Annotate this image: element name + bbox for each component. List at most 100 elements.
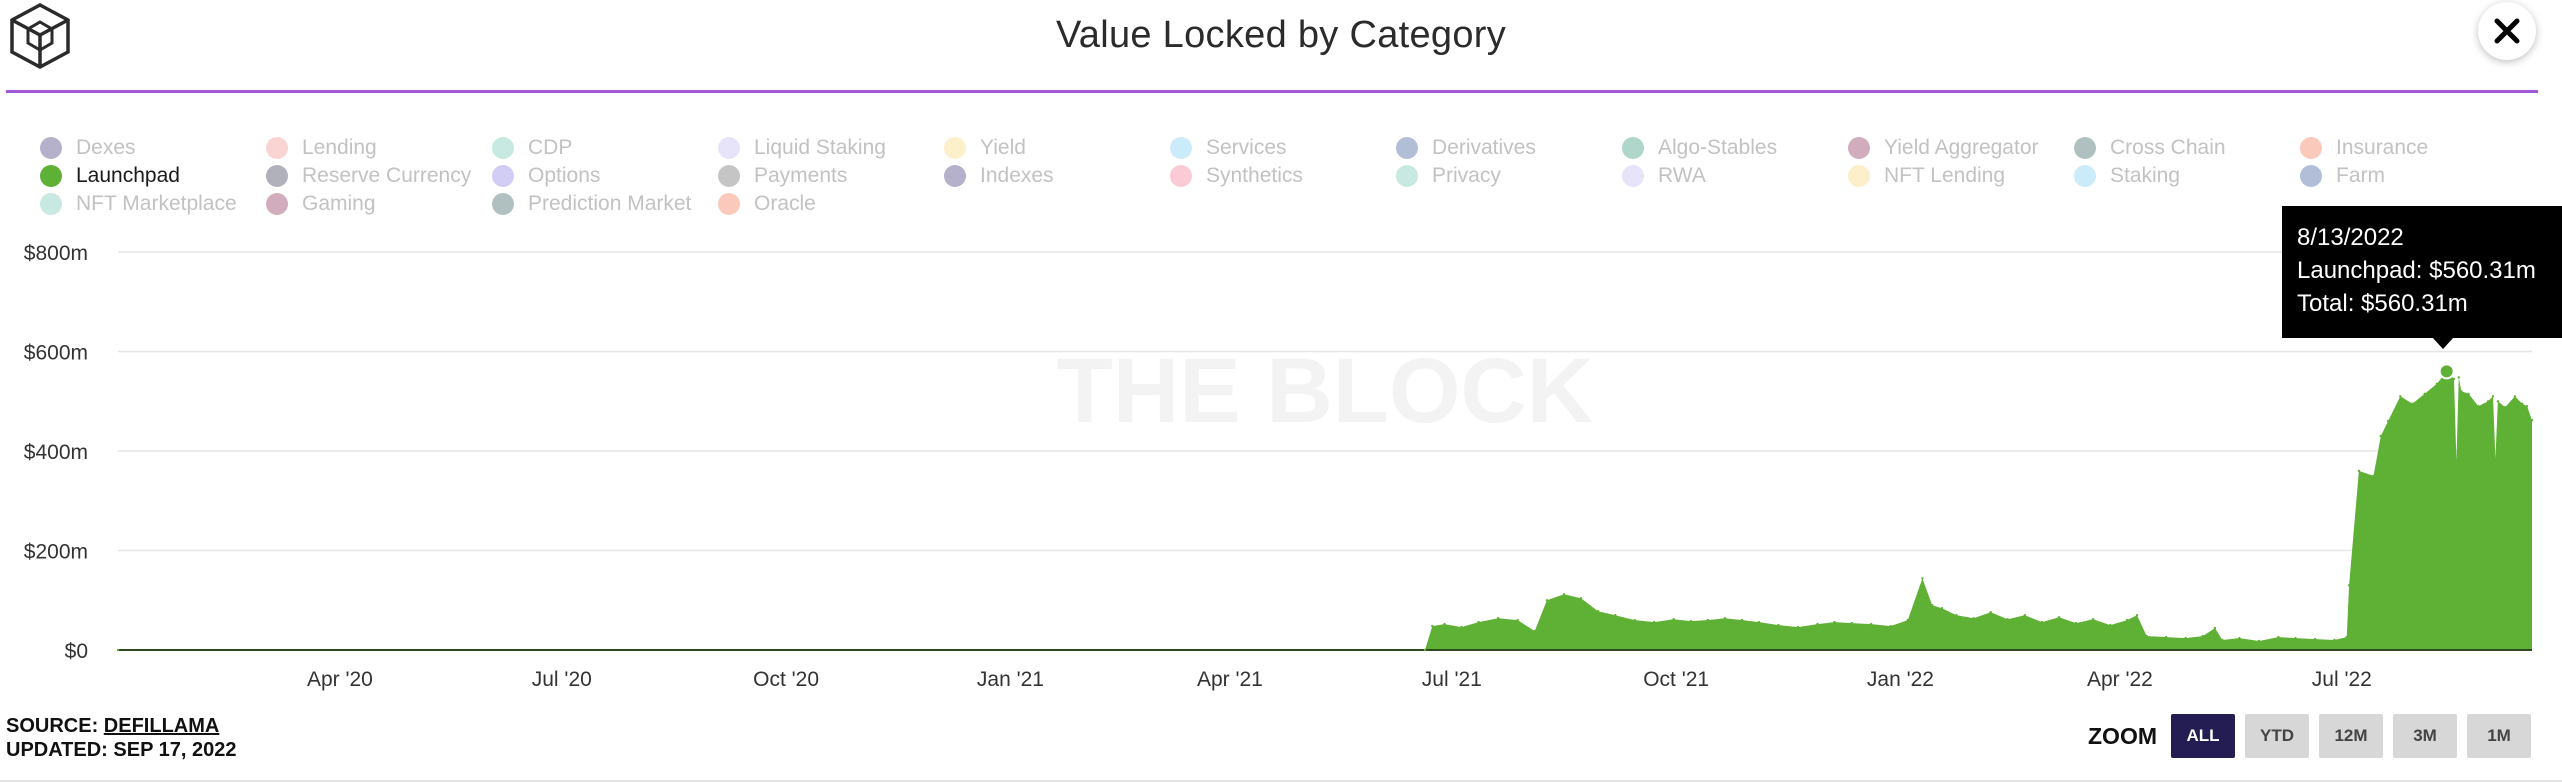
legend-dot-icon bbox=[718, 193, 740, 215]
legend-dot-icon bbox=[266, 193, 288, 215]
x-tick-label: Jul '20 bbox=[532, 668, 592, 691]
cube-logo-icon[interactable] bbox=[6, 2, 74, 70]
legend-item[interactable]: Launchpad bbox=[40, 162, 266, 190]
legend-item[interactable]: Synthetics bbox=[1170, 162, 1396, 190]
data-point bbox=[2504, 406, 2507, 409]
legend-dot-icon bbox=[40, 137, 62, 159]
legend-item[interactable]: Indexes bbox=[944, 162, 1170, 190]
legend-dot-icon bbox=[2300, 165, 2322, 187]
data-point bbox=[2345, 635, 2348, 639]
zoom-ytd-button[interactable]: YTD bbox=[2245, 714, 2309, 758]
legend-item[interactable]: Cross Chain bbox=[2074, 134, 2300, 162]
data-point bbox=[1653, 620, 1656, 624]
data-point bbox=[1796, 625, 1800, 629]
data-point bbox=[2238, 636, 2241, 640]
legend-item[interactable]: Options bbox=[492, 162, 718, 190]
zoom-all-button[interactable]: ALL bbox=[2171, 714, 2235, 758]
legend-label: Algo-Stables bbox=[1658, 136, 1778, 159]
tooltip-series-value: Launchpad: $560.31m bbox=[2297, 257, 2536, 284]
data-point bbox=[1940, 607, 1944, 610]
data-point bbox=[2040, 620, 2044, 624]
data-point bbox=[2023, 614, 2027, 617]
legend-label: Insurance bbox=[2336, 136, 2429, 159]
legend-label: NFT Marketplace bbox=[76, 192, 237, 215]
hover-point bbox=[2438, 363, 2455, 380]
data-point bbox=[1596, 610, 1600, 613]
data-point bbox=[2074, 621, 2078, 625]
data-point bbox=[1757, 620, 1761, 624]
source-link[interactable]: DEFILLAMA bbox=[103, 715, 220, 737]
data-point bbox=[2521, 402, 2524, 405]
data-point bbox=[1889, 624, 1892, 628]
legend-item[interactable]: Lending bbox=[266, 134, 492, 162]
data-point bbox=[2357, 469, 2361, 473]
legend-dot-icon bbox=[1396, 165, 1418, 187]
tooltip-pointer bbox=[2432, 337, 2454, 349]
data-point bbox=[2213, 626, 2217, 630]
x-tick-label: Jul '21 bbox=[1422, 668, 1482, 691]
data-point bbox=[2057, 616, 2061, 619]
data-point bbox=[1906, 618, 1910, 622]
legend-label: Privacy bbox=[1432, 164, 1501, 187]
legend-item[interactable]: Payments bbox=[718, 162, 944, 190]
legend-item[interactable]: Derivatives bbox=[1396, 134, 1622, 162]
legend-item[interactable]: CDP bbox=[492, 134, 718, 162]
data-point bbox=[1477, 620, 1480, 624]
legend-item[interactable]: Services bbox=[1170, 134, 1396, 162]
close-icon bbox=[2494, 18, 2520, 44]
data-point bbox=[1777, 623, 1780, 627]
legend-dot-icon bbox=[2074, 165, 2096, 187]
legend-item[interactable]: RWA bbox=[1622, 162, 1848, 190]
legend-dot-icon bbox=[2074, 137, 2096, 159]
legend-item[interactable]: Reserve Currency bbox=[266, 162, 492, 190]
zoom-controls: ZOOM ALL YTD 12M 3M 1M bbox=[2088, 714, 2541, 758]
x-tick-label: Apr '20 bbox=[307, 668, 373, 691]
header-divider bbox=[6, 90, 2538, 93]
x-tick-label: Oct '21 bbox=[1643, 668, 1709, 691]
legend-item[interactable]: Gaming bbox=[266, 190, 492, 218]
legend-label: Lending bbox=[302, 136, 377, 159]
legend-label: Yield bbox=[980, 136, 1026, 159]
legend-dot-icon bbox=[492, 165, 514, 187]
legend-item[interactable]: Yield Aggregator bbox=[1848, 134, 2074, 162]
data-point bbox=[1545, 599, 1549, 602]
data-point bbox=[2513, 395, 2517, 398]
legend-item[interactable]: Staking bbox=[2074, 162, 2300, 190]
data-point bbox=[2399, 395, 2402, 398]
zoom-12m-button[interactable]: 12M bbox=[2319, 714, 2383, 758]
zoom-label: ZOOM bbox=[2088, 722, 2157, 749]
legend-item[interactable]: Oracle bbox=[718, 190, 944, 218]
data-point bbox=[2145, 634, 2148, 638]
data-point bbox=[2423, 392, 2426, 395]
legend-dot-icon bbox=[492, 137, 514, 159]
legend-dot-icon bbox=[1396, 137, 1418, 159]
data-point bbox=[2525, 405, 2529, 408]
legend-item[interactable]: NFT Marketplace bbox=[40, 190, 266, 218]
legend-item[interactable]: Prediction Market bbox=[492, 190, 718, 218]
legend-label: Services bbox=[1206, 136, 1287, 159]
data-point bbox=[2486, 400, 2490, 403]
legend-label: Options bbox=[528, 164, 601, 187]
source-info: SOURCE: DEFILLAMA UPDATED: SEP 17, 2022 bbox=[6, 714, 236, 762]
data-point bbox=[1672, 618, 1675, 621]
data-point bbox=[1460, 625, 1463, 629]
x-tick-label: Apr '22 bbox=[2087, 668, 2153, 691]
legend-item[interactable]: Liquid Staking bbox=[718, 134, 944, 162]
legend-item[interactable]: Privacy bbox=[1396, 162, 1622, 190]
legend-item[interactable]: Dexes bbox=[40, 134, 266, 162]
data-point bbox=[1579, 597, 1583, 600]
tooltip-total: Total: $560.31m bbox=[2297, 290, 2468, 317]
zoom-3m-button[interactable]: 3M bbox=[2393, 714, 2457, 758]
legend-item[interactable]: NFT Lending bbox=[1848, 162, 2074, 190]
legend-dot-icon bbox=[266, 165, 288, 187]
legend-label: Synthetics bbox=[1206, 164, 1303, 187]
legend-item[interactable]: Algo-Stables bbox=[1622, 134, 1848, 162]
x-tick-label: Apr '21 bbox=[1197, 668, 1263, 691]
close-button[interactable] bbox=[2478, 2, 2536, 60]
zoom-1m-button[interactable]: 1M bbox=[2467, 714, 2531, 758]
legend-item[interactable]: Yield bbox=[944, 134, 1170, 162]
data-point bbox=[1870, 622, 1873, 626]
y-tick-label: $0 bbox=[65, 640, 88, 663]
legend-item[interactable]: Insurance bbox=[2300, 134, 2526, 162]
legend-item[interactable]: Farm bbox=[2300, 162, 2526, 190]
